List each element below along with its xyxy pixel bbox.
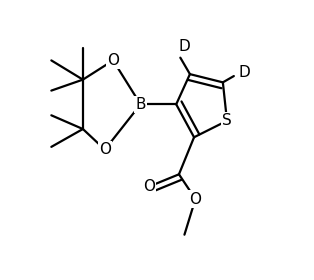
Text: O: O <box>143 179 155 194</box>
Text: O: O <box>189 192 201 207</box>
Text: O: O <box>107 53 119 68</box>
Text: B: B <box>135 97 146 112</box>
Text: D: D <box>239 65 251 80</box>
Text: S: S <box>222 113 232 128</box>
Text: D: D <box>179 39 190 54</box>
Text: O: O <box>99 142 111 157</box>
